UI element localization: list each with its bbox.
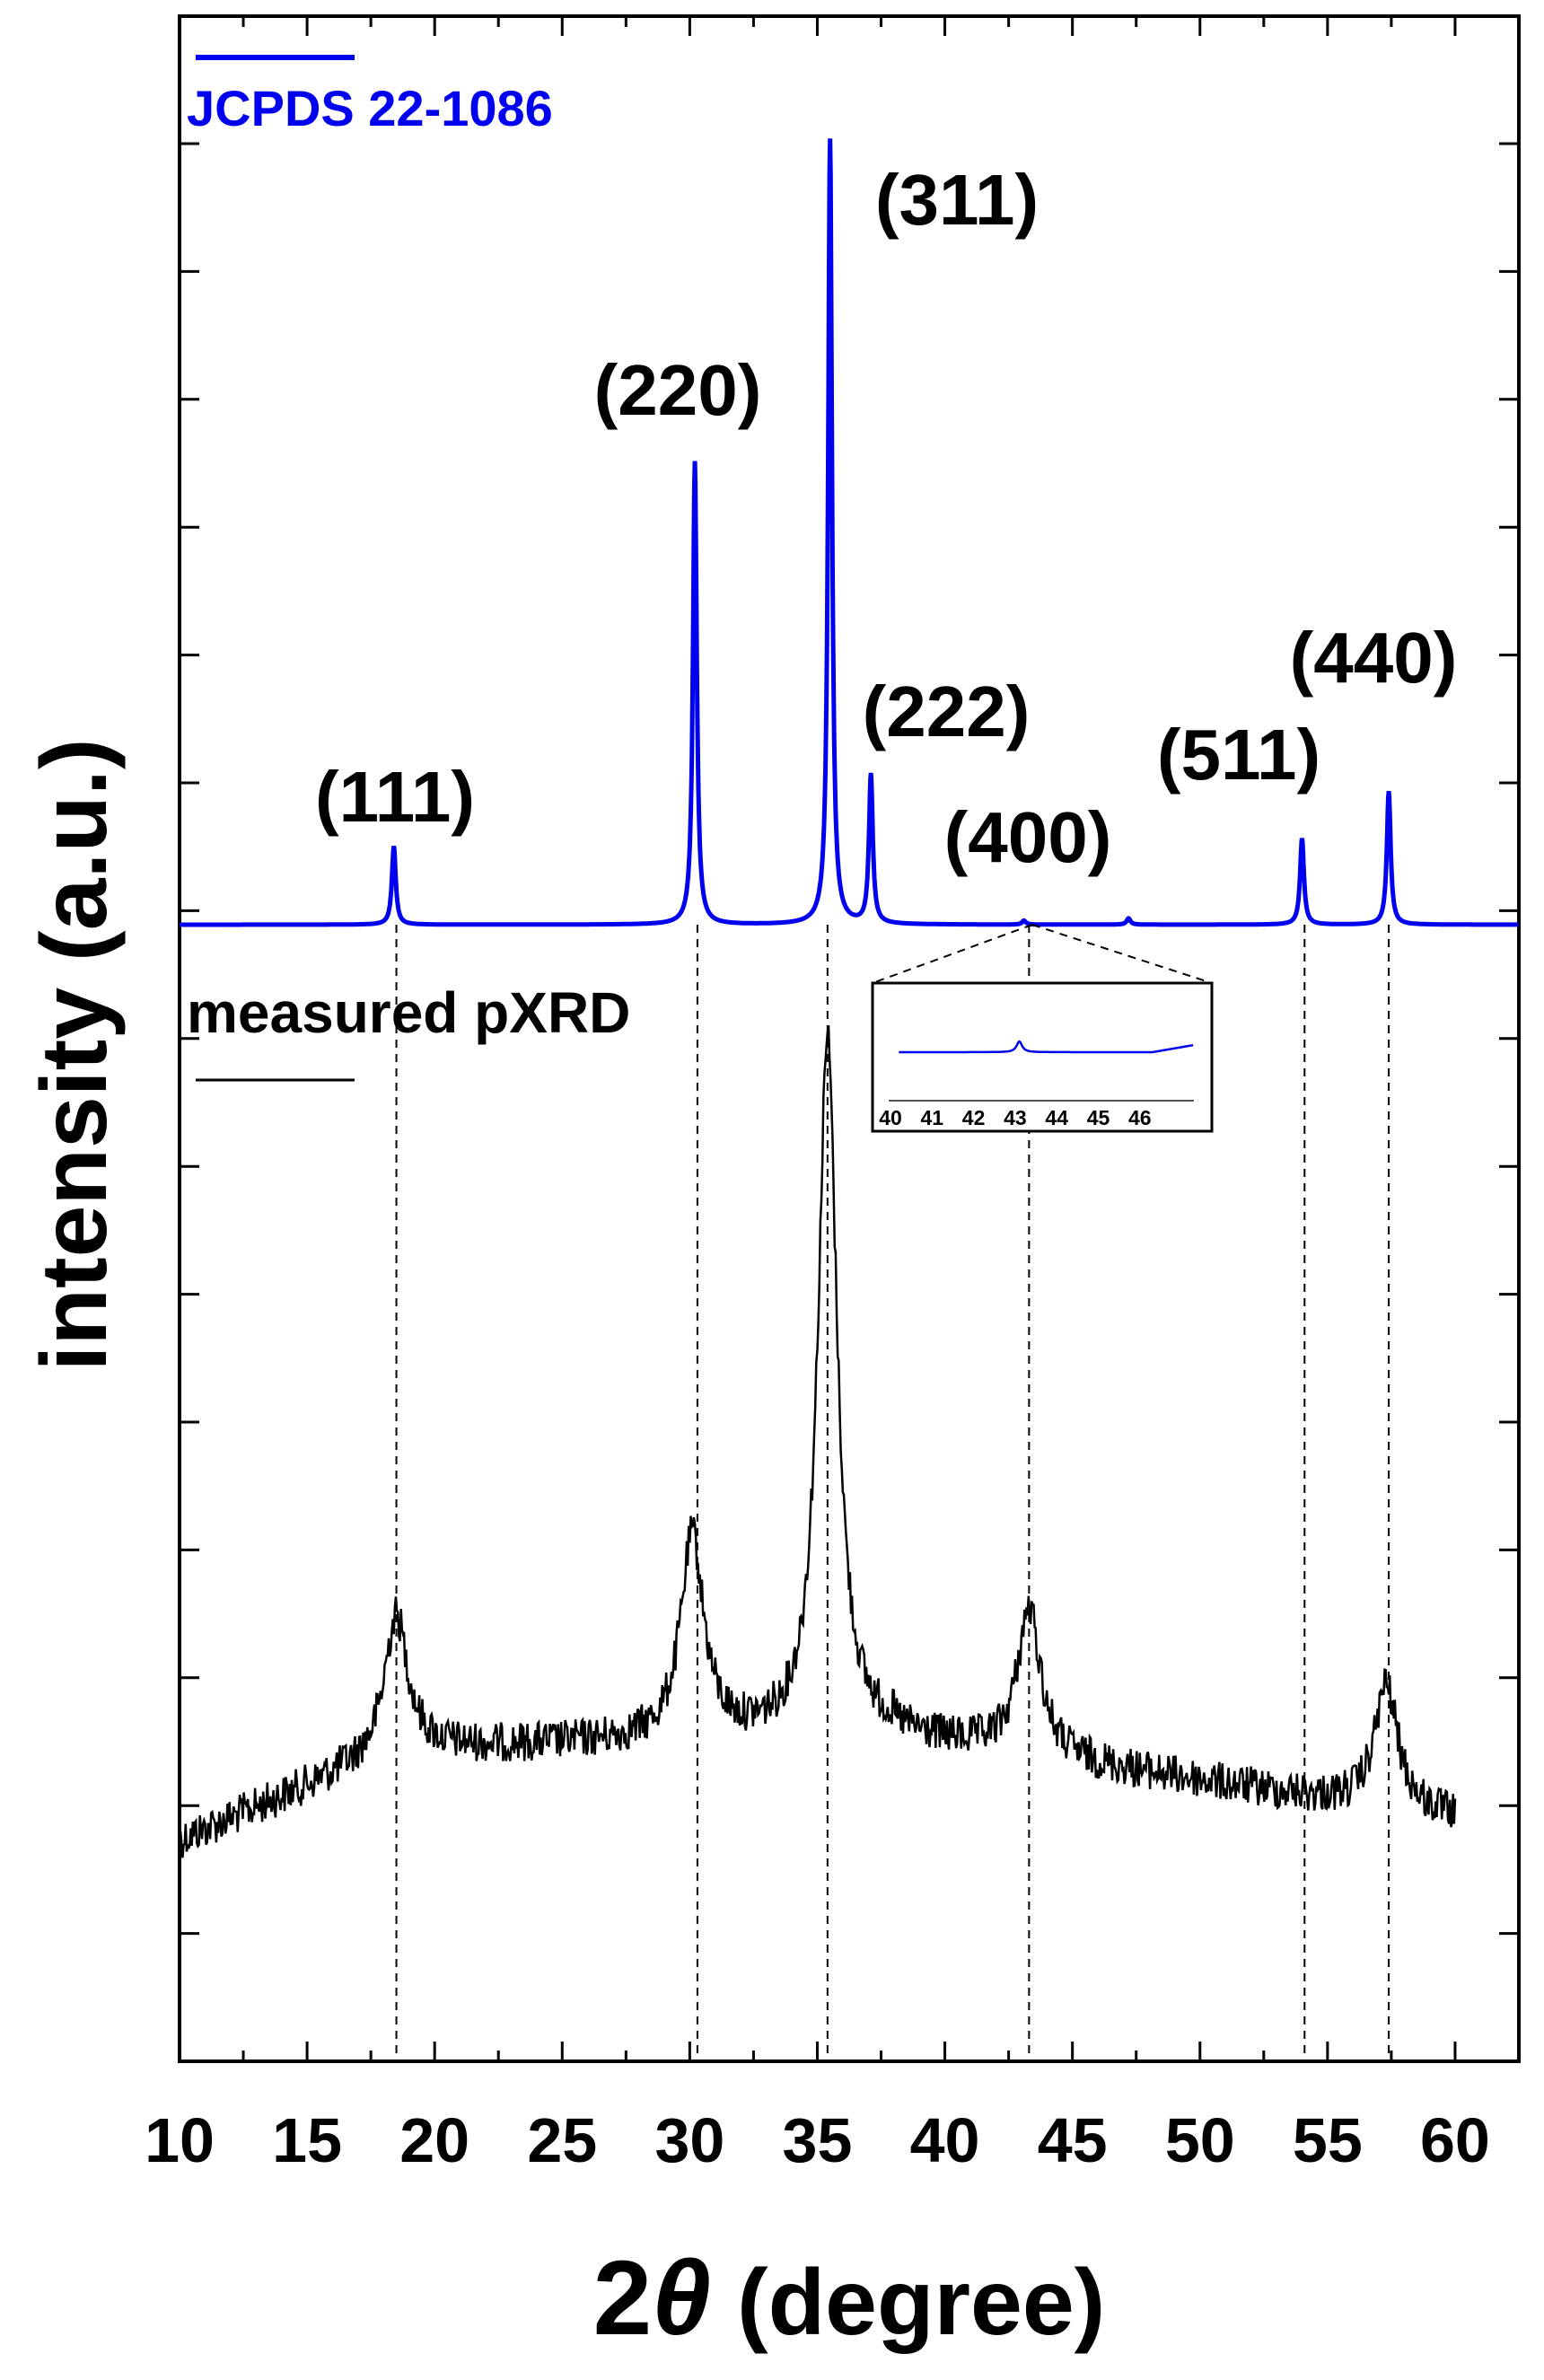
y-axis-label: intensity (a.u.) <box>22 739 127 1372</box>
axis-ticks <box>178 16 1521 2061</box>
x-tick-label: 10 <box>145 2105 215 2175</box>
x-tick-label: 30 <box>654 2105 724 2175</box>
x-tick-label: 40 <box>910 2105 980 2175</box>
inset-frame <box>871 981 1214 1133</box>
x-axis-label: 2θ (degree) <box>593 2239 1106 2358</box>
peak-label: (400) <box>944 797 1112 877</box>
inset-tick-label: 46 <box>1128 1106 1152 1129</box>
inset-tick-label: 41 <box>921 1106 944 1129</box>
x-axis-label-number: 2 <box>593 2239 653 2358</box>
reference-lines <box>395 925 1390 2061</box>
inset-tick-label: 44 <box>1045 1106 1068 1129</box>
peak-label: (220) <box>594 350 762 430</box>
peak-label: (311) <box>875 160 1039 240</box>
peak-label: (111) <box>315 757 475 837</box>
inset-tick-label: 45 <box>1087 1106 1110 1129</box>
peak-label: (511) <box>1157 715 1320 795</box>
x-tick-label: 60 <box>1420 2105 1490 2175</box>
x-tick-label: 55 <box>1293 2105 1363 2175</box>
peak-label: (440) <box>1290 618 1458 698</box>
x-tick-label: 25 <box>527 2105 597 2175</box>
x-tick-label: 35 <box>783 2105 853 2175</box>
x-axis-label-unit: (degree) <box>711 2251 1105 2355</box>
inset-tick-label: 42 <box>962 1106 986 1129</box>
legend-label-jcpds: JCPDS 22-1086 <box>187 80 553 136</box>
peak-label: (222) <box>863 672 1031 751</box>
measured-curve <box>178 1024 1457 1858</box>
peak-labels: (111) (220) (311) (222) (400) (511) (440) <box>315 160 1457 877</box>
series-curves <box>178 138 1519 1858</box>
inset-tick-label: 43 <box>1004 1106 1027 1129</box>
inset-connector-left <box>872 924 1033 984</box>
inset-connector-right <box>1031 924 1213 984</box>
x-axis-label-theta: θ <box>652 2239 711 2358</box>
inset-zoom: 40 41 42 43 44 45 46 <box>871 924 1214 1133</box>
x-tick-label: 50 <box>1165 2105 1235 2175</box>
x-tick-labels: 10 15 20 25 30 35 40 45 50 55 60 <box>145 2105 1490 2175</box>
x-tick-label: 20 <box>399 2105 469 2175</box>
x-tick-label: 45 <box>1038 2105 1108 2175</box>
inset-tick-label: 40 <box>879 1106 902 1129</box>
inset-tick-labels: 40 41 42 43 44 45 46 <box>879 1106 1151 1129</box>
jcpds-curve <box>180 138 1519 927</box>
inset-curve <box>899 1040 1194 1054</box>
x-tick-label: 15 <box>272 2105 342 2175</box>
legend-label-measured: measured pXRD <box>187 980 630 1045</box>
